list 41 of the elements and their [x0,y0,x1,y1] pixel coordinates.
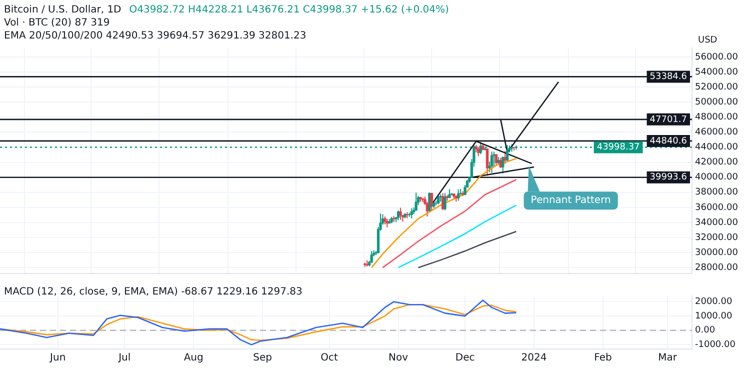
x-tick-label: Nov [388,352,408,364]
y-tick-label: -1000.00 [695,340,736,350]
ref-line-label: 39993.6 [650,172,688,183]
y-tick-label: 32000.00 [695,232,738,243]
y-tick-label: 40000.00 [695,172,738,183]
y-tick-label: 56000.00 [695,52,738,62]
chart-title: Bitcoin / U.S. Dollar, 1D [4,4,122,16]
y-tick-label: 36000.00 [695,202,738,213]
chart-title: MACD (12, 26, close, 9, EMA, EMA) -68.67 1229.16 1297.83 [4,286,302,298]
x-tick-label: Mar [658,352,678,364]
y-axis-title: USD [698,35,718,46]
x-tick-label: Jul [118,352,131,364]
x-tick-label: Jun [49,352,66,364]
ref-line-label: 53384.6 [650,72,688,82]
y-tick-label: 1000.00 [695,311,732,322]
ref-line-label: 43998.37 [596,142,640,153]
y-tick-label: 0.00 [695,326,716,336]
y-tick-label: 42000.00 [695,158,738,168]
ref-line-label: 47701.7 [650,114,687,125]
y-tick-label: 2000.00 [695,297,732,308]
y-tick-label: 44000.00 [695,142,738,153]
chart-subtitle: O43982.72 H44228.21 L43676.21 C43998.37 +15.62 (+0.04%) [129,4,450,16]
y-tick-label: 48000.00 [695,112,738,123]
text: Vol · BTC (20) 87 319 [4,18,110,29]
x-tick-label: Sep [253,352,272,364]
y-tick-label: 46000.00 [695,128,738,138]
text: EMA 20/50/100/200 42490.53 39694.57 36291.39 32801.23 [4,30,306,42]
x-tick-label: Aug [184,352,204,364]
ref-line-label: 44840.6 [650,136,688,146]
x-tick-label: Dec [455,352,475,364]
x-tick-label: Oct [320,352,338,364]
y-tick-label: 52000.00 [695,82,738,92]
annotation: Pennant Pattern [530,195,611,206]
x-tick-label: 2024 [521,352,547,364]
y-tick-label: 28000.00 [695,262,738,273]
y-tick-label: 30000.00 [695,248,738,258]
x-tick-label: Feb [594,352,612,364]
y-tick-label: 50000.00 [695,97,738,108]
y-tick-label: 38000.00 [695,188,738,198]
y-tick-label: 54000.00 [695,67,738,78]
y-tick-label: 34000.00 [695,218,738,228]
